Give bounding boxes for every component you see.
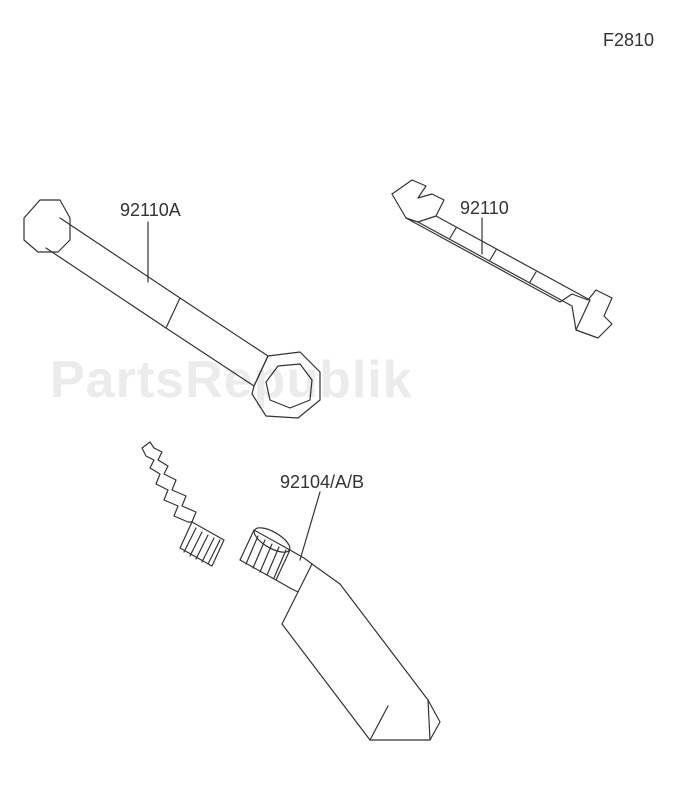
socket-wrench-icon: [24, 200, 320, 418]
leader-gasket-tube: [300, 492, 320, 560]
diagram-svg: [0, 0, 689, 800]
diagram-container: F2810 92110A 92110 92104/A/B: [0, 0, 689, 800]
spanner-icon: [392, 180, 612, 338]
gasket-tube-icon: [142, 442, 440, 740]
